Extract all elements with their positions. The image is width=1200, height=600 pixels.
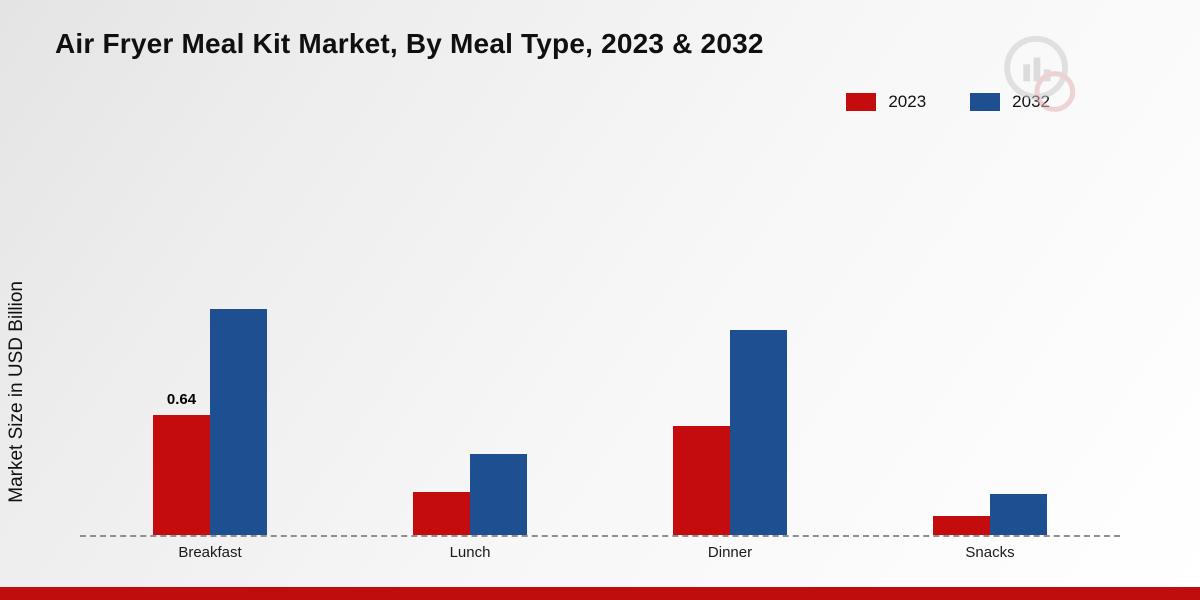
- footer-accent-bar: [0, 587, 1200, 600]
- bar-2023-snacks: [933, 516, 990, 535]
- brand-logo-watermark: [997, 32, 1082, 122]
- bar-group-snacks: [860, 185, 1120, 535]
- bar-value-label-2023-breakfast: 0.64: [166, 391, 197, 408]
- x-label-snacks: Snacks: [965, 544, 1015, 561]
- bar-2023-lunch: [413, 492, 470, 535]
- bar-group-dinner: [600, 185, 860, 535]
- chart-area: 0.64 Breakfast Lunch Dinner Snacks: [80, 185, 1120, 561]
- legend-item-2023: 2023: [846, 92, 926, 112]
- bar-2023-dinner: [673, 426, 730, 535]
- bar-group-lunch: [340, 185, 600, 535]
- bar-2023-breakfast: 0.64: [153, 391, 210, 535]
- bar-2032-breakfast: [210, 309, 267, 535]
- x-label-breakfast: Breakfast: [178, 544, 242, 561]
- brand-logo-icon: [1004, 35, 1076, 112]
- x-label-dinner: Dinner: [707, 544, 753, 561]
- legend-swatch-2032: [970, 93, 1001, 111]
- legend: 2023 2032: [846, 92, 1050, 112]
- y-axis-title: Market Size in USD Billion: [6, 281, 27, 503]
- bar-2032-dinner: [730, 330, 787, 535]
- legend-swatch-2023: [846, 93, 877, 111]
- plot-area: 0.64: [80, 185, 1120, 537]
- legend-label-2023: 2023: [888, 92, 927, 111]
- chart-title: Air Fryer Meal Kit Market, By Meal Type,…: [55, 28, 764, 59]
- x-axis-labels: Breakfast Lunch Dinner Snacks: [80, 544, 1120, 561]
- bar-group-breakfast: 0.64: [80, 185, 340, 535]
- bar-2032-lunch: [470, 454, 527, 535]
- bar-2032-snacks: [990, 494, 1047, 535]
- x-label-lunch: Lunch: [449, 544, 491, 561]
